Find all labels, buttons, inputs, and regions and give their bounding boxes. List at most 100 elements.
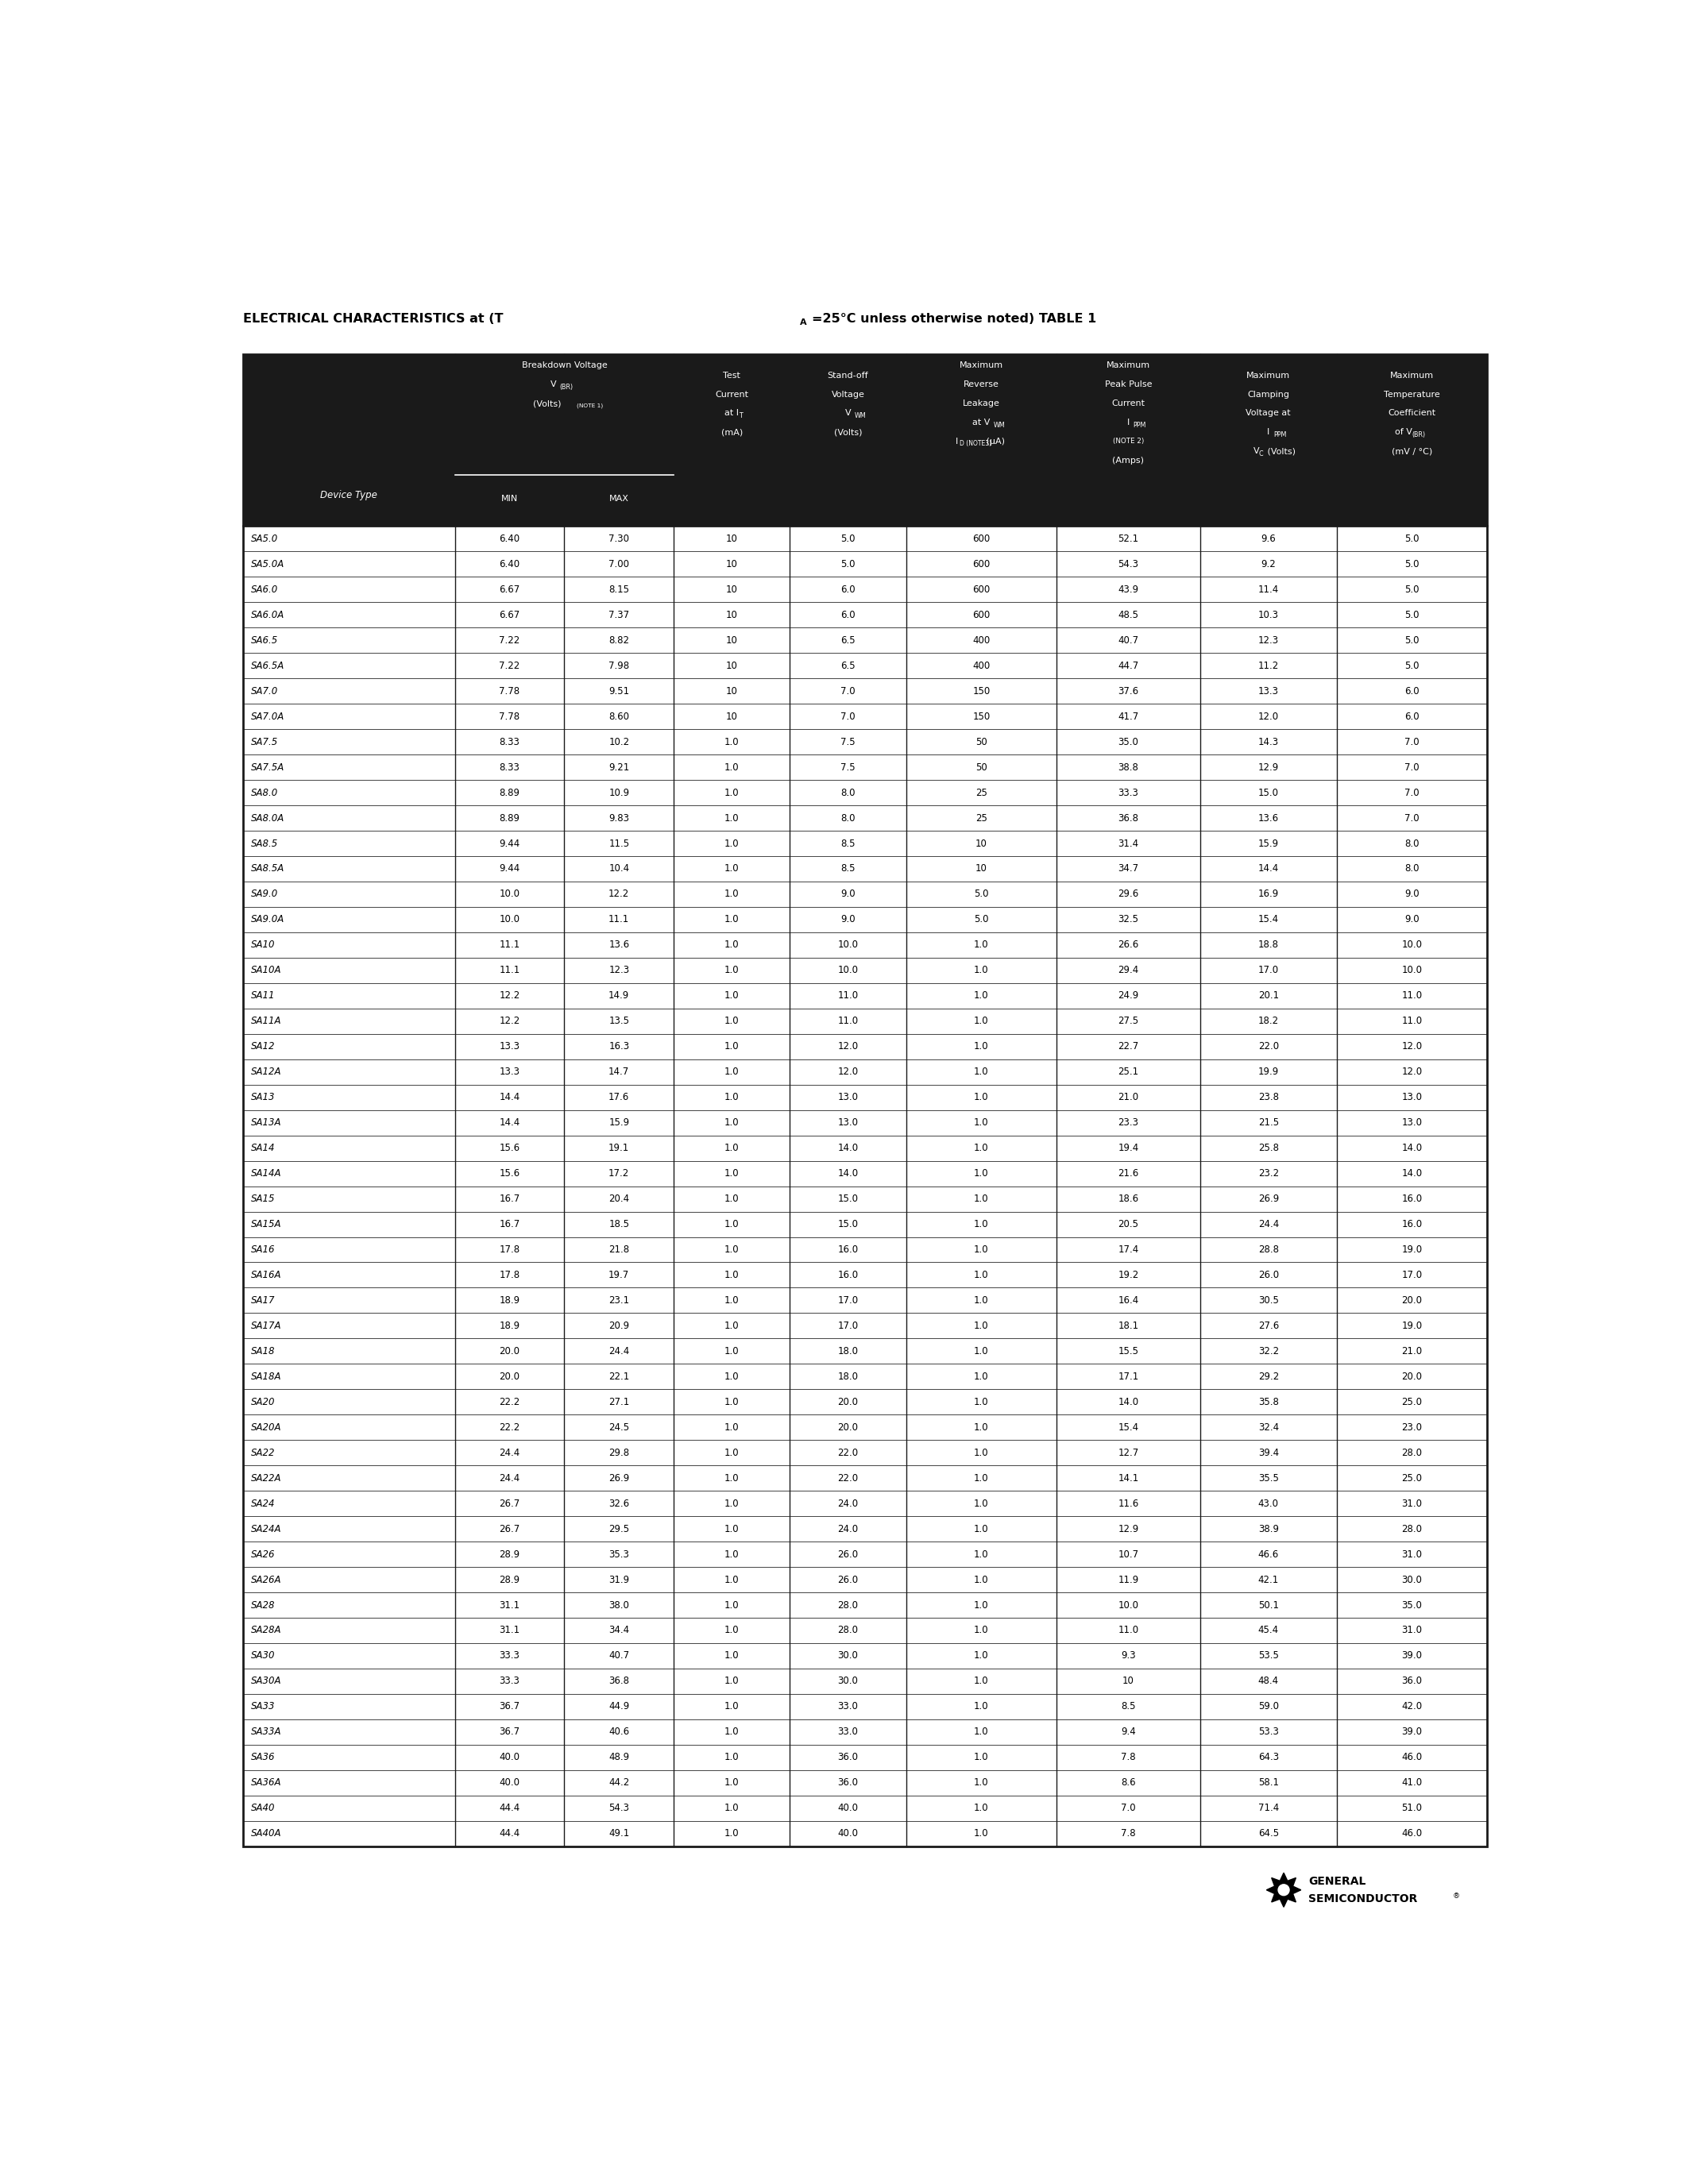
- Text: 26.7: 26.7: [500, 1524, 520, 1533]
- Text: 9.44: 9.44: [500, 839, 520, 850]
- Text: 1.0: 1.0: [724, 1651, 739, 1662]
- Text: 1.0: 1.0: [724, 915, 739, 924]
- Text: 1.0: 1.0: [974, 1828, 989, 1839]
- Text: 10.9: 10.9: [609, 788, 630, 797]
- Text: (NOTE 1): (NOTE 1): [577, 404, 603, 408]
- Text: 1.0: 1.0: [974, 1042, 989, 1053]
- Text: PPM: PPM: [1273, 430, 1286, 439]
- Text: 39.0: 39.0: [1401, 1651, 1423, 1662]
- Text: 28.0: 28.0: [1401, 1524, 1423, 1533]
- Text: 41.0: 41.0: [1401, 1778, 1423, 1789]
- Text: 1.0: 1.0: [724, 863, 739, 874]
- Text: 600: 600: [972, 585, 991, 594]
- Text: (Volts): (Volts): [533, 400, 560, 408]
- Text: 7.78: 7.78: [500, 712, 520, 721]
- Text: 10.7: 10.7: [1117, 1548, 1139, 1559]
- Text: 8.89: 8.89: [500, 812, 520, 823]
- Text: 64.5: 64.5: [1258, 1828, 1280, 1839]
- Text: 8.33: 8.33: [500, 736, 520, 747]
- Text: 26.9: 26.9: [609, 1472, 630, 1483]
- Text: 30.0: 30.0: [837, 1675, 858, 1686]
- Text: 36.8: 36.8: [1117, 812, 1139, 823]
- Text: 40.7: 40.7: [609, 1651, 630, 1662]
- Text: SA7.0A: SA7.0A: [252, 712, 285, 721]
- Text: 1.0: 1.0: [974, 1752, 989, 1762]
- Text: Coefficient: Coefficient: [1388, 408, 1436, 417]
- Text: 58.1: 58.1: [1258, 1778, 1280, 1789]
- Text: 50: 50: [976, 762, 987, 773]
- Text: 54.3: 54.3: [1117, 559, 1139, 570]
- Text: 16.0: 16.0: [1401, 1219, 1423, 1230]
- Text: (Amps): (Amps): [1112, 456, 1144, 465]
- Text: PPM: PPM: [1133, 422, 1146, 428]
- Text: 44.4: 44.4: [500, 1828, 520, 1839]
- Text: (Volts): (Volts): [1264, 448, 1296, 454]
- Text: 1.0: 1.0: [974, 1778, 989, 1789]
- Bar: [243, 354, 1487, 1845]
- Text: SA9.0: SA9.0: [252, 889, 279, 900]
- Text: 1.0: 1.0: [974, 1675, 989, 1686]
- Text: SA5.0A: SA5.0A: [252, 559, 285, 570]
- Text: 5.0: 5.0: [974, 915, 989, 924]
- Text: 17.8: 17.8: [500, 1245, 520, 1256]
- Text: 40.7: 40.7: [1117, 636, 1139, 646]
- Text: SEMICONDUCTOR: SEMICONDUCTOR: [1308, 1894, 1418, 1904]
- Text: (mV / °C): (mV / °C): [1391, 448, 1433, 454]
- Text: 13.0: 13.0: [837, 1092, 858, 1103]
- Text: 18.5: 18.5: [609, 1219, 630, 1230]
- Text: 36.0: 36.0: [837, 1778, 858, 1789]
- Text: 11.1: 11.1: [500, 965, 520, 976]
- Text: 17.4: 17.4: [1117, 1245, 1139, 1256]
- Text: 7.98: 7.98: [609, 660, 630, 670]
- Circle shape: [1278, 1885, 1290, 1896]
- Text: 27.5: 27.5: [1117, 1016, 1139, 1026]
- Text: 31.1: 31.1: [500, 1601, 520, 1610]
- Text: 20.0: 20.0: [500, 1345, 520, 1356]
- Text: SA6.0: SA6.0: [252, 585, 279, 594]
- Text: 50.1: 50.1: [1258, 1601, 1280, 1610]
- Text: 11.5: 11.5: [609, 839, 630, 850]
- Text: 18.2: 18.2: [1258, 1016, 1280, 1026]
- Text: 30.5: 30.5: [1258, 1295, 1280, 1306]
- Text: SA22A: SA22A: [252, 1472, 282, 1483]
- Text: at V: at V: [972, 419, 991, 426]
- Text: 13.6: 13.6: [609, 939, 630, 950]
- Text: 14.4: 14.4: [500, 1092, 520, 1103]
- Text: 11.0: 11.0: [1401, 1016, 1423, 1026]
- Text: Voltage: Voltage: [832, 391, 864, 397]
- Text: 18.0: 18.0: [837, 1345, 858, 1356]
- Text: 14.9: 14.9: [609, 992, 630, 1000]
- Text: Leakage: Leakage: [962, 400, 999, 408]
- Text: 8.33: 8.33: [500, 762, 520, 773]
- Text: 1.0: 1.0: [724, 1675, 739, 1686]
- Text: 1.0: 1.0: [974, 1601, 989, 1610]
- Text: 25.0: 25.0: [1401, 1472, 1423, 1483]
- Text: SA6.0A: SA6.0A: [252, 609, 285, 620]
- Text: 22.0: 22.0: [837, 1472, 859, 1483]
- Text: 71.4: 71.4: [1258, 1804, 1280, 1813]
- Text: 150: 150: [972, 712, 991, 721]
- Text: 12.9: 12.9: [1117, 1524, 1139, 1533]
- Text: SA17A: SA17A: [252, 1321, 282, 1330]
- Text: 10.0: 10.0: [1117, 1601, 1139, 1610]
- Text: 53.5: 53.5: [1258, 1651, 1280, 1662]
- Text: 22.2: 22.2: [500, 1398, 520, 1406]
- Text: 1.0: 1.0: [724, 1321, 739, 1330]
- Text: 36.8: 36.8: [609, 1675, 630, 1686]
- Text: 6.5: 6.5: [841, 636, 856, 646]
- Text: 8.0: 8.0: [1404, 839, 1420, 850]
- Text: 1.0: 1.0: [974, 1321, 989, 1330]
- Text: 50: 50: [976, 736, 987, 747]
- Text: 150: 150: [972, 686, 991, 697]
- Text: Current: Current: [716, 391, 748, 397]
- Text: 16.4: 16.4: [1117, 1295, 1139, 1306]
- Text: 6.67: 6.67: [500, 585, 520, 594]
- Text: D (NOTE3): D (NOTE3): [960, 441, 991, 448]
- Text: Stand-off: Stand-off: [827, 371, 869, 380]
- Text: 12.2: 12.2: [500, 992, 520, 1000]
- Text: 32.4: 32.4: [1258, 1422, 1280, 1433]
- Text: 1.0: 1.0: [724, 1498, 739, 1509]
- Text: 9.0: 9.0: [1404, 889, 1420, 900]
- Text: 36.7: 36.7: [500, 1728, 520, 1736]
- Text: Reverse: Reverse: [964, 380, 999, 389]
